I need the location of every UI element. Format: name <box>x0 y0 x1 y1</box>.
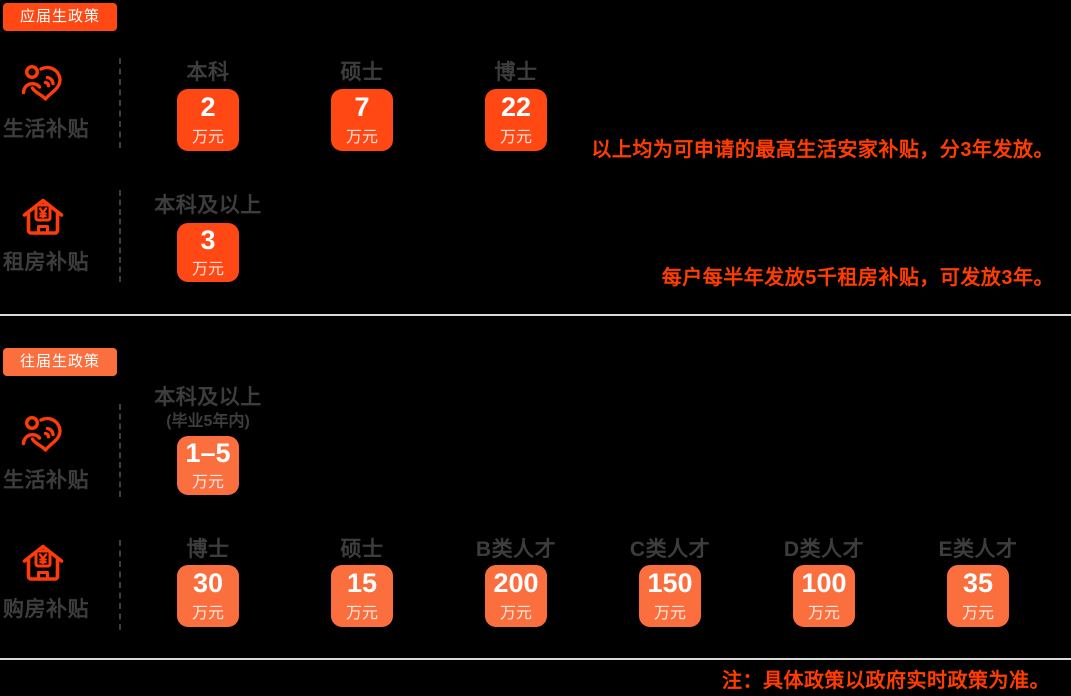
purchase-subsidy-label: 购房补贴 <box>3 598 89 621</box>
value-unit: 万元 <box>345 604 378 622</box>
column-header-master: 硕士 <box>340 538 384 561</box>
value-box-d-talent: 100 万元 <box>793 565 855 627</box>
column-header-c-talent: C类人才 <box>629 538 711 561</box>
living-subsidy-label: 生活补贴 <box>3 118 89 141</box>
dashed-divider <box>119 404 121 497</box>
value-box-bachelor: 2 万元 <box>177 89 239 151</box>
column-header-e-talent: E类人才 <box>938 538 1018 561</box>
value-amount: 35 <box>962 568 994 599</box>
living-subsidy-note: 以上均为可申请的最高生活安家补贴，分3年发放。 <box>591 139 1054 161</box>
value-unit: 万元 <box>961 604 994 622</box>
value-unit: 万元 <box>499 128 532 146</box>
people-care-icon <box>21 413 65 457</box>
value-box-master: 7 万元 <box>331 89 393 151</box>
value-amount: 2 <box>200 92 216 123</box>
value-amount: 150 <box>647 568 693 599</box>
value-amount: 100 <box>801 568 847 599</box>
people-care-icon <box>21 62 65 106</box>
dashed-divider <box>119 190 121 282</box>
column-header-phd: 博士 <box>494 61 538 84</box>
value-amount: 22 <box>500 92 532 123</box>
value-unit: 万元 <box>191 128 224 146</box>
value-box-phd: 30 万元 <box>177 565 239 627</box>
value-box-master: 15 万元 <box>331 565 393 627</box>
footer-divider <box>0 658 1071 660</box>
house-yen-icon <box>21 195 65 239</box>
value-unit: 万元 <box>191 604 224 622</box>
value-box-c-talent: 150 万元 <box>639 565 701 627</box>
footer-note: 注：具体政策以政府实时政策为准。 <box>722 670 1050 692</box>
previous-graduate-policy-badge: 往届生政策 <box>3 348 117 376</box>
value-unit: 万元 <box>345 128 378 146</box>
value-amount: 15 <box>346 568 378 599</box>
value-box-phd: 22 万元 <box>485 89 547 151</box>
value-amount: 200 <box>493 568 539 599</box>
house-yen-icon <box>21 541 65 585</box>
value-unit: 万元 <box>191 474 224 492</box>
rent-subsidy-note: 每户每半年发放5千租房补贴，可发放3年。 <box>661 267 1054 289</box>
value-amount: 3 <box>200 224 216 255</box>
section-divider <box>0 314 1071 316</box>
value-box-bachelor-above: 3 万元 <box>177 223 239 282</box>
dashed-divider <box>119 540 121 630</box>
value-amount: 7 <box>354 92 370 123</box>
column-header-bachelor-above: 本科及以上 <box>154 194 262 217</box>
column-header-d-talent: D类人才 <box>783 538 865 561</box>
value-box-b-talent: 200 万元 <box>485 565 547 627</box>
column-header-phd: 博士 <box>186 538 230 561</box>
value-unit: 万元 <box>653 604 686 622</box>
value-unit: 万元 <box>191 261 224 279</box>
value-unit: 万元 <box>499 604 532 622</box>
column-header-b-talent: B类人才 <box>475 538 557 561</box>
column-subheader-within-5-years: (毕业5年内) <box>166 413 250 430</box>
dashed-divider <box>119 58 121 148</box>
rent-subsidy-label: 租房补贴 <box>3 251 89 274</box>
fresh-graduate-policy-badge: 应届生政策 <box>3 3 117 31</box>
living-subsidy-label: 生活补贴 <box>3 469 89 492</box>
value-box-1-5: 1–5 万元 <box>177 436 239 495</box>
column-header-bachelor: 本科 <box>186 61 230 84</box>
value-box-e-talent: 35 万元 <box>947 565 1009 627</box>
column-header-master: 硕士 <box>340 61 384 84</box>
value-unit: 万元 <box>807 604 840 622</box>
column-header-bachelor-above: 本科及以上 <box>154 386 262 409</box>
value-amount: 30 <box>192 568 224 599</box>
value-amount: 1–5 <box>185 437 231 468</box>
